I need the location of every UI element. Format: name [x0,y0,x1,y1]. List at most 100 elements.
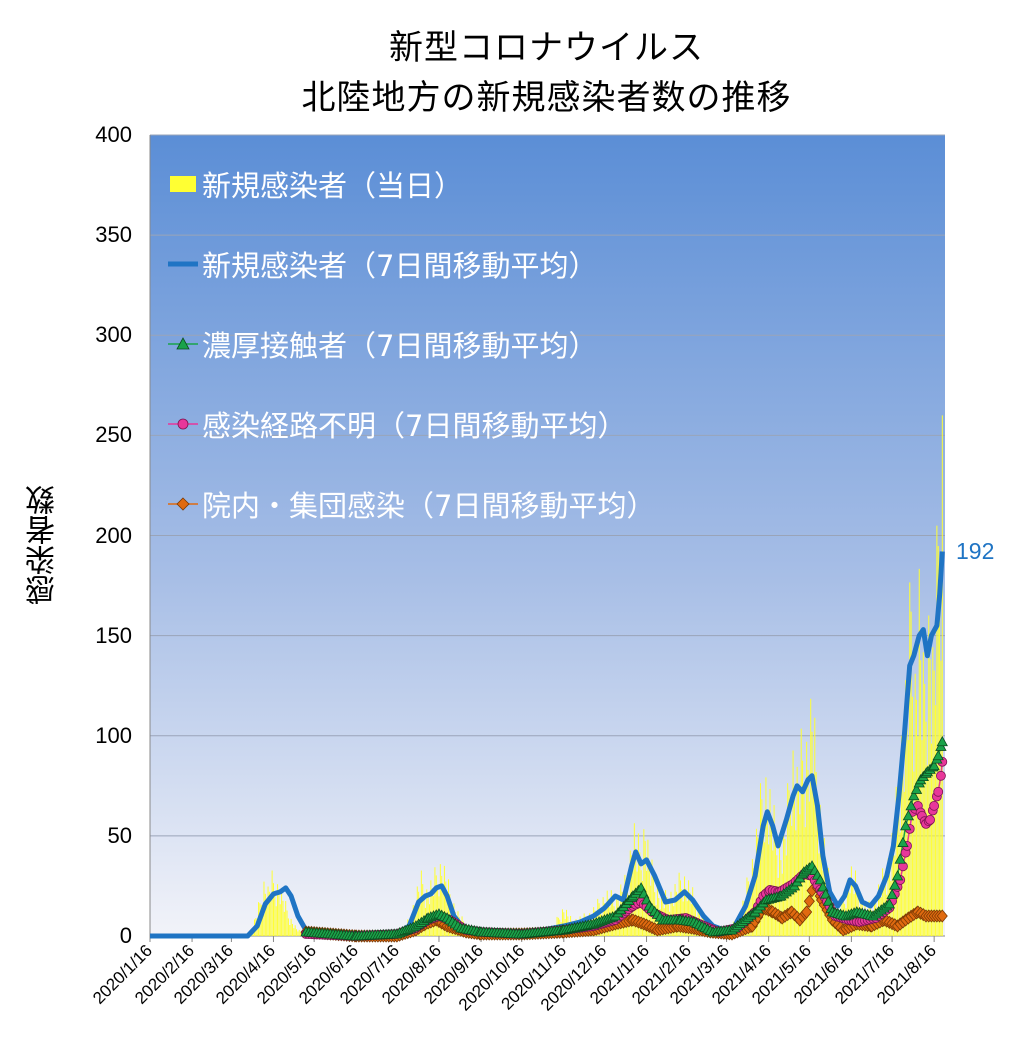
daily-case-bar [789,804,791,936]
daily-case-bar [426,889,428,936]
unknown-route-marker [933,786,944,797]
close-contact-marker [932,749,944,761]
daily-case-bar [285,901,287,936]
close-contact-marker [910,783,923,794]
daily-case-bar [286,910,288,936]
daily-case-bar [800,728,802,936]
daily-case-bar [268,891,270,936]
daily-case-bar [926,765,928,936]
daily-case-bar [929,659,931,936]
daily-case-bar [846,880,848,936]
close-contact-marker [899,820,912,831]
daily-case-bar [271,870,273,936]
daily-case-bar [561,909,563,936]
daily-case-bar [419,898,421,936]
daily-case-bar [287,918,289,936]
daily-case-bar [854,870,856,936]
daily-case-bar [445,881,447,936]
y-tick-label: 0 [119,923,132,948]
legend-label-cluster: 院内・集団感染（7日間移動平均） [202,489,656,523]
daily-case-bar [279,904,281,936]
daily-case-bar [932,647,934,936]
daily-case-bar [437,884,439,936]
daily-case-bar [762,819,764,936]
daily-case-bar [747,881,749,936]
daily-case-bar [277,884,279,936]
daily-case-bar [757,837,759,936]
daily-case-bar [644,841,646,936]
daily-case-bar [675,891,677,936]
legend-label-close-contact: 濃厚接触者（7日間移動平均） [202,329,598,363]
daily-case-bar [414,905,416,936]
daily-case-bar [270,898,272,936]
daily-case-bar [920,660,922,936]
daily-case-bar [787,783,789,936]
close-contact-marker [886,888,898,900]
y-tick-label: 300 [95,322,132,348]
y-tick-label: 150 [95,622,132,648]
daily-case-bar [802,760,804,936]
daily-case-bar [803,793,805,936]
daily-case-bar [681,889,683,936]
daily-case-bar [798,789,800,936]
daily-case-bar [773,805,775,936]
daily-case-bar [275,906,277,936]
daily-case-bar [278,894,280,936]
close-contact-marker [908,790,920,801]
legend-item-daily: 新規感染者（当日） [168,164,463,204]
close-contact-marker [902,810,915,821]
legend-line-swatch [168,249,198,279]
daily-case-bar [267,886,269,936]
daily-case-bar [688,880,690,936]
daily-case-bar [777,877,779,936]
daily-case-bar [647,839,649,936]
daily-case-bar [769,789,771,936]
daily-case-bar [909,582,911,936]
daily-case-bar [930,743,932,936]
daily-case-bar [905,680,907,936]
daily-case-bar [806,741,808,936]
daily-case-bar [796,766,798,936]
daily-case-bar [678,872,680,936]
cluster-marker [801,905,813,919]
daily-case-bar [439,864,441,936]
legend-keys [168,176,198,511]
daily-case-bar [850,866,852,936]
daily-case-bar [901,735,903,936]
daily-case-bar [633,823,635,936]
daily-case-bar [760,783,762,936]
daily-case-bar [679,880,681,936]
daily-case-bar [272,883,274,936]
cluster-marker [803,894,815,908]
daily-case-bar [761,799,763,936]
daily-case-bar [300,931,302,936]
legend-circle-swatch [168,409,198,439]
close-contact-marker [894,853,906,864]
daily-case-bar [685,888,687,936]
daily-case-bar [637,833,639,936]
daily-case-bar [783,824,785,936]
daily-case-bar [298,929,300,936]
unknown-route-marker [929,800,940,811]
daily-case-bar [684,876,686,936]
legend-item-average: 新規感染者（7日間移動平均） [168,244,597,284]
daily-case-bar [937,546,939,936]
daily-case-bar [792,750,794,936]
daily-case-bar [766,812,768,936]
daily-case-bar [283,911,285,936]
daily-case-bar [441,875,443,936]
daily-case-bar [692,887,694,936]
daily-case-bar [770,821,772,936]
daily-case-bar [434,867,436,936]
close-contact-marker [883,898,896,909]
daily-case-bar [819,804,821,936]
close-contact-marker [928,759,940,771]
daily-case-bar [262,908,264,936]
y-tick-label: 200 [95,522,132,548]
y-tick-label: 100 [95,722,132,748]
daily-case-bar [804,827,806,936]
daily-case-bar [665,890,667,936]
daily-case-bar [282,900,284,936]
daily-case-bar [918,568,920,936]
legend-item-unknown-route: 感染経路不明（7日間移動平均） [168,404,626,444]
